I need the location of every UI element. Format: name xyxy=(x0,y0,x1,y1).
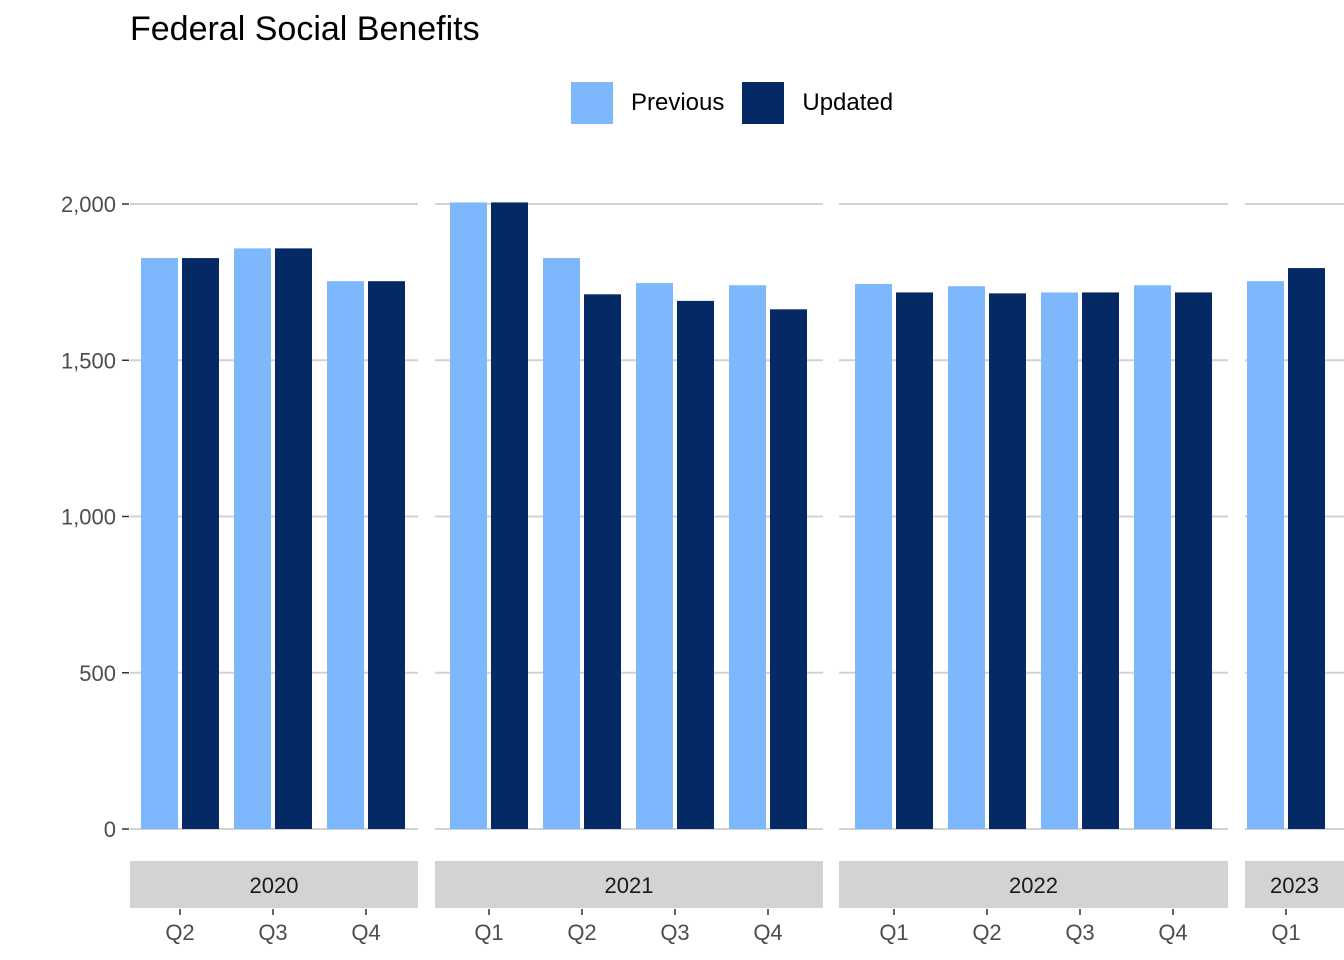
legend-key-updated xyxy=(742,82,785,124)
x-tick-label: Q2 xyxy=(972,920,1001,945)
x-tick-label: Q1 xyxy=(879,920,908,945)
facet-strip-2020 xyxy=(130,861,418,908)
bar-previous-2021-q3 xyxy=(636,283,673,829)
x-tick-label: Q4 xyxy=(351,920,380,945)
x-tick-label: Q2 xyxy=(567,920,596,945)
legend: Previous Updated xyxy=(571,82,911,124)
bar-updated-2023-q1 xyxy=(1288,268,1325,829)
facet-strip-label: 2022 xyxy=(1009,873,1058,898)
bar-previous-2022-q4 xyxy=(1134,285,1171,829)
bar-updated-2022-q2 xyxy=(989,293,1026,829)
y-tick-label: 1,000 xyxy=(61,505,116,530)
bar-updated-2021-q4 xyxy=(770,309,807,829)
x-tick-label: Q3 xyxy=(1065,920,1094,945)
x-tick-label: Q3 xyxy=(660,920,689,945)
facet-strip-2022 xyxy=(839,861,1228,908)
bar-updated-2020-q4 xyxy=(368,281,405,829)
facet-strip-label: 2023 xyxy=(1270,873,1319,898)
bar-previous-2021-q4 xyxy=(729,285,766,829)
y-tick-label: 1,500 xyxy=(61,348,116,373)
bar-updated-2020-q3 xyxy=(275,248,312,829)
facet-strip-2023 xyxy=(1245,861,1344,908)
facet-strip-2021 xyxy=(435,861,823,908)
facet-strip-label: 2021 xyxy=(605,873,654,898)
bar-previous-2020-q4 xyxy=(327,281,364,829)
bar-previous-2020-q2 xyxy=(141,258,178,829)
bar-previous-2021-q2 xyxy=(543,258,580,829)
x-tick-label: Q2 xyxy=(165,920,194,945)
legend-key-previous xyxy=(571,82,613,124)
bar-previous-2021-q1 xyxy=(450,202,487,829)
legend-item-updated: Updated xyxy=(742,82,893,124)
legend-label-updated: Updated xyxy=(802,89,894,116)
bar-updated-2021-q2 xyxy=(584,294,621,829)
facet-strip-label: 2020 xyxy=(250,873,299,898)
bar-previous-2022-q1 xyxy=(855,284,892,829)
x-tick-label: Q4 xyxy=(1158,920,1187,945)
y-tick-label: 0 xyxy=(104,817,116,842)
bar-previous-2022-q3 xyxy=(1041,292,1078,829)
x-tick-label: Q4 xyxy=(753,920,782,945)
legend-label-previous: Previous xyxy=(631,89,725,116)
bar-updated-2022-q4 xyxy=(1175,292,1212,829)
x-tick-label: Q1 xyxy=(1271,920,1300,945)
chart-title: Federal Social Benefits xyxy=(130,10,480,48)
y-tick-label: 500 xyxy=(79,661,116,686)
bar-previous-2022-q2 xyxy=(948,286,985,829)
x-tick-label: Q1 xyxy=(474,920,503,945)
y-tick-label: 2,000 xyxy=(61,192,116,217)
x-tick-label: Q3 xyxy=(258,920,287,945)
bar-updated-2021-q1 xyxy=(491,202,528,829)
legend-item-previous: Previous xyxy=(571,82,724,124)
bar-updated-2020-q2 xyxy=(182,258,219,829)
bar-previous-2023-q1 xyxy=(1247,281,1284,829)
bar-updated-2022-q1 xyxy=(896,292,933,829)
bar-previous-2020-q3 xyxy=(234,248,271,829)
bar-updated-2021-q3 xyxy=(677,300,714,829)
bar-updated-2022-q3 xyxy=(1082,292,1119,829)
